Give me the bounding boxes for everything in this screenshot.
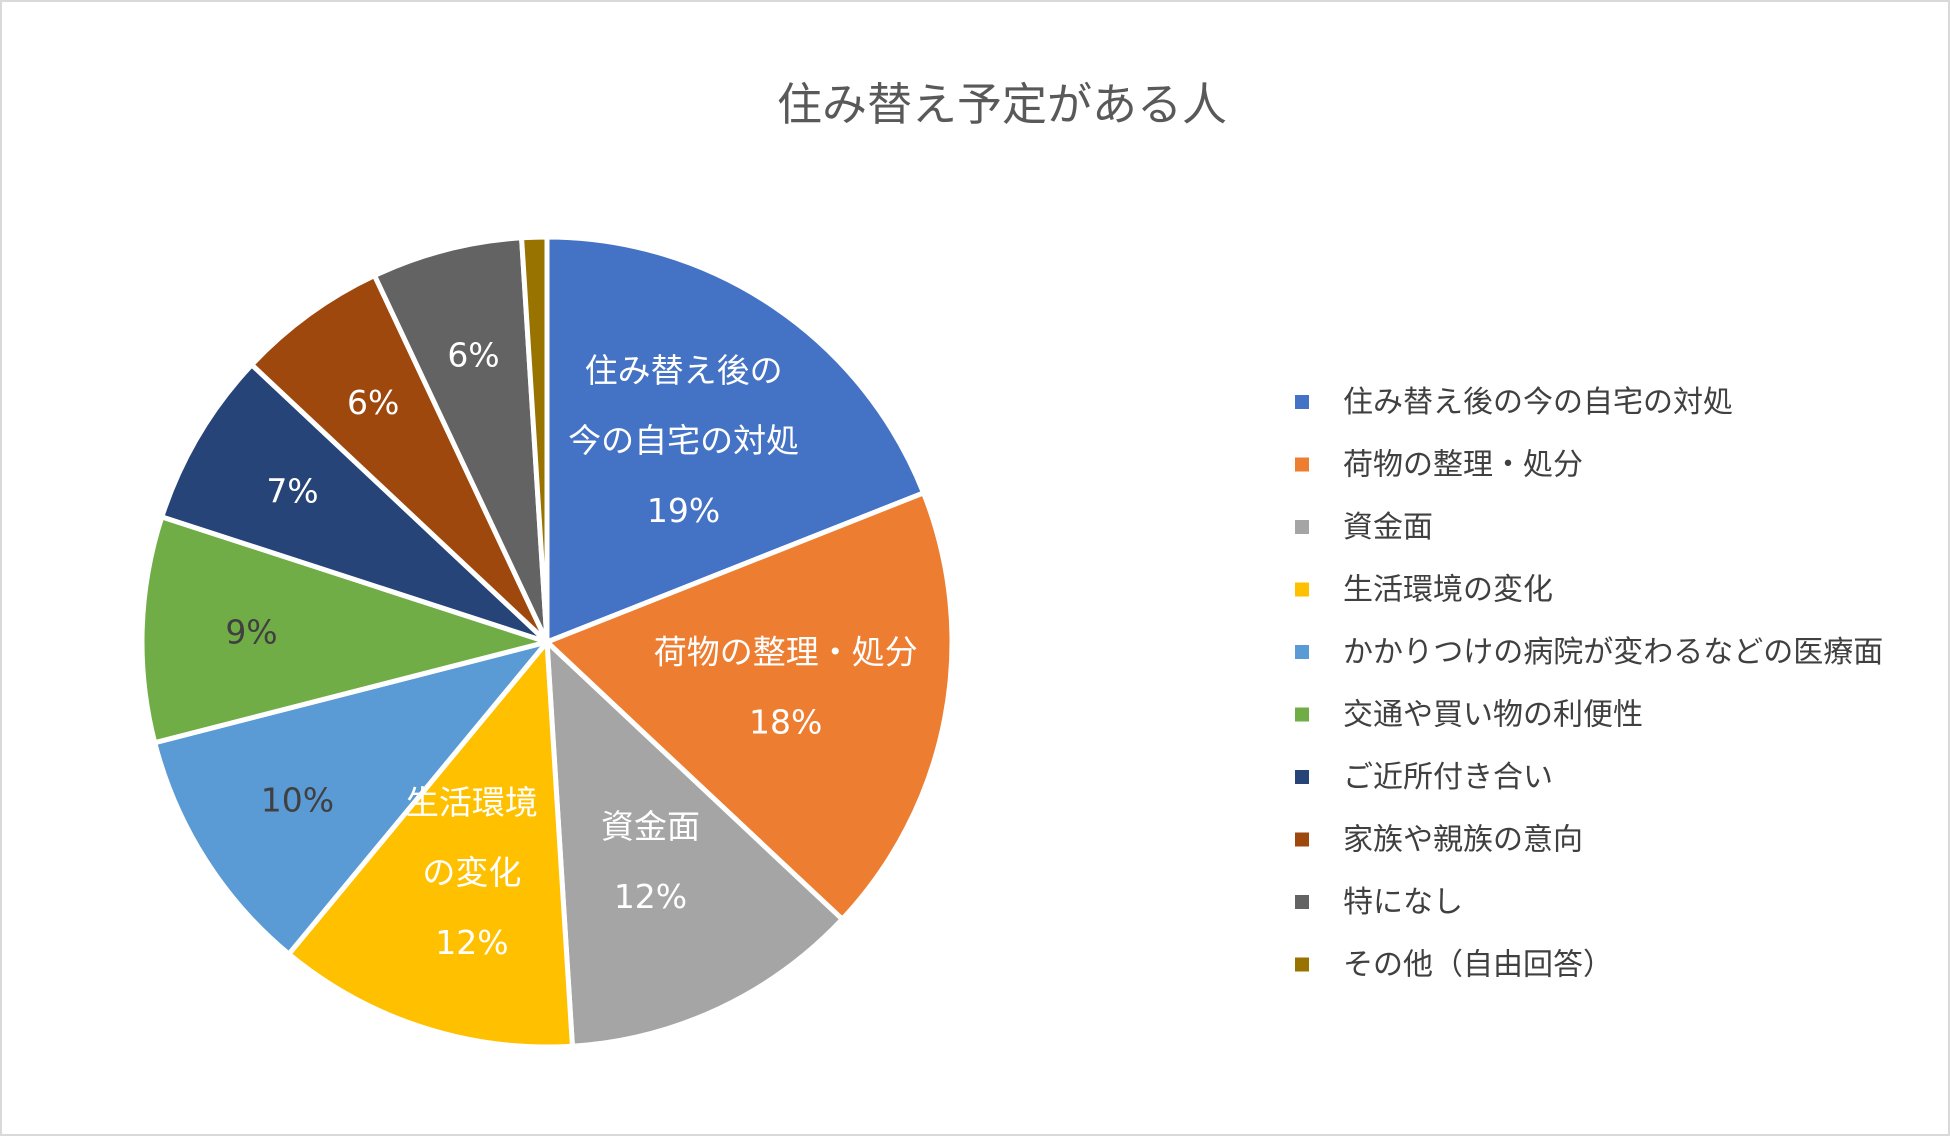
legend-label-10: その他（自由回答） [1343,948,1613,983]
legend-label-8: 家族や親族の意向 [1343,823,1583,858]
slice-8-percent-label: 6% [347,383,399,422]
slice-6-percent-label: 9% [225,613,277,652]
slice-7-wedge [159,362,550,645]
legend-label-1: 住み替え後の今の自宅の対処 [1343,385,1733,420]
legend-swatch-3 [1295,520,1309,534]
slice-labels: 住み替え後の今の自宅の対処 19% 荷物の整理・処分 18% 資金面 12% 生活環境の変化… [225,336,918,962]
legend-swatch-6 [1295,707,1309,722]
legend-swatch-7 [1295,770,1309,784]
slice-1-wedge [544,234,927,645]
slice-1-percent-label: 19% [647,491,720,530]
slice-2-category-label: 荷物の整理・処分 [654,633,918,672]
legend-label-9: 特になし [1343,885,1463,920]
legend-swatch-2 [1295,457,1309,472]
legend-label-6: 交通や買い物の利便性 [1343,698,1643,733]
slice-1-category-label: 今の自宅の対処 [568,421,799,460]
slice-8-wedge [249,273,550,645]
slice-5-percent-label: 10% [261,780,334,819]
legend: 住み替え後の今の自宅の対処荷物の整理・処分資金面生活環境の変化かかりつけの病院が… [1295,385,1883,983]
slice-4-percent-label: 12% [435,923,508,962]
chart-title: 住み替え予定がある人 [777,78,1227,131]
legend-swatch-8 [1295,832,1309,847]
legend-label-2: 荷物の整理・処分 [1343,448,1583,483]
slice-2-percent-label: 18% [749,703,822,742]
legend-label-3: 資金面 [1343,510,1433,545]
legend-label-4: 生活環境の変化 [1343,573,1553,608]
slice-3-wedge [544,639,845,1049]
pie-slices [139,234,955,1050]
legend-swatch-9 [1295,895,1309,909]
slice-3-category-label: 資金面 [601,807,700,846]
slice-10-wedge [519,234,550,645]
slice-6-wedge [139,514,550,746]
slice-2-wedge [544,490,955,922]
legend-label-5: かかりつけの病院が変わるなどの医療面 [1343,635,1883,670]
slice-9-percent-label: 6% [447,336,499,375]
slice-1-category-label: 住み替え後の [585,351,783,390]
legend-swatch-1 [1295,395,1309,409]
legend-swatch-4 [1295,582,1309,597]
slice-9-wedge [372,235,550,645]
slice-4-category-label: 生活環境 [406,783,538,822]
slice-7-percent-label: 7% [266,472,318,511]
slice-4-wedge [286,639,575,1050]
legend-label-7: ご近所付き合い [1343,760,1553,795]
legend-swatch-5 [1295,645,1309,659]
slice-3-percent-label: 12% [614,877,687,916]
slice-4-category-label: の変化 [422,853,521,892]
legend-swatch-10 [1295,957,1309,972]
